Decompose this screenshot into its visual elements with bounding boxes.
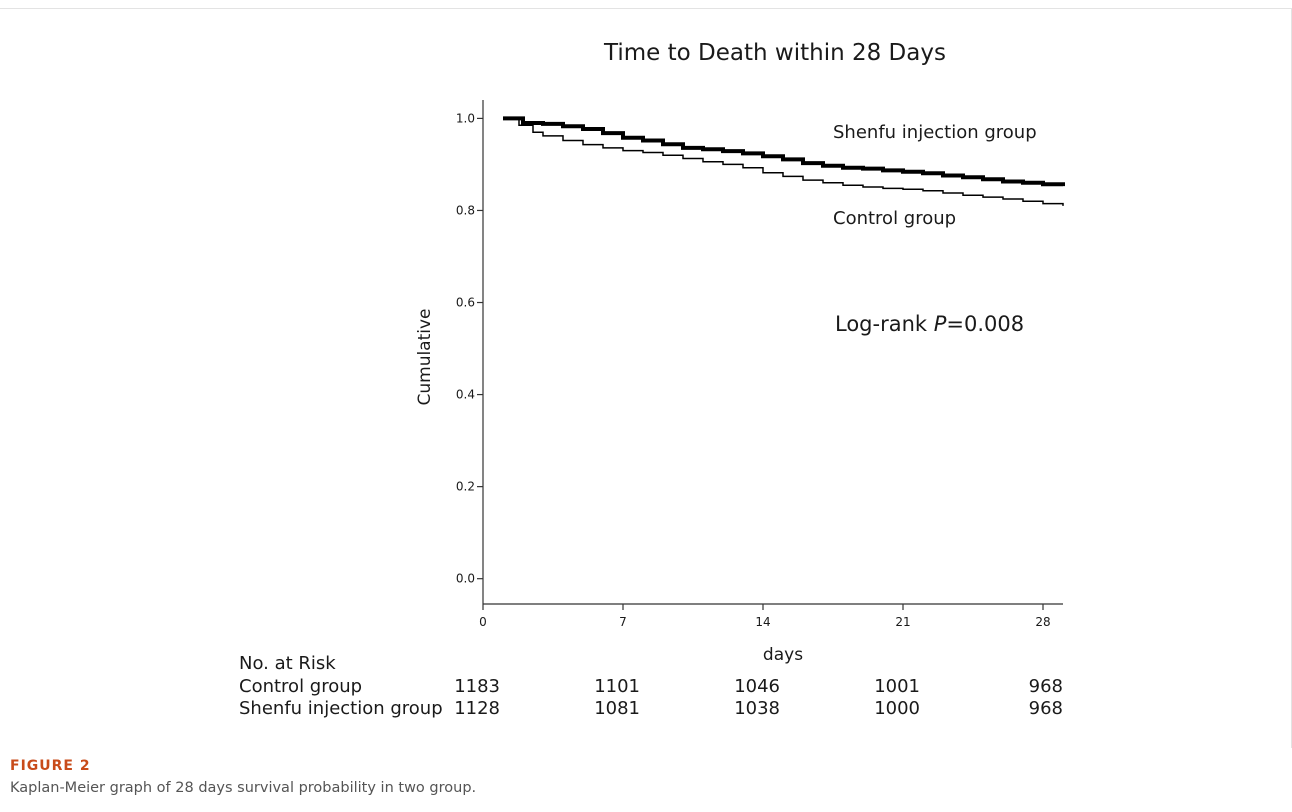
shenfu-injection-group-label: Shenfu injection group xyxy=(833,122,1037,143)
figure-caption: Kaplan-Meier graph of 28 days survival p… xyxy=(10,780,477,796)
x-tick-label: 0 xyxy=(479,615,487,629)
figure-label: FIGURE 2 xyxy=(10,758,91,774)
control-group-curve xyxy=(503,117,1064,206)
control-group-label: Control group xyxy=(833,208,956,229)
risk-value-shenfu-injection-group: 968 xyxy=(1029,698,1063,719)
series-labels: Shenfu injection group Control group xyxy=(833,122,1037,229)
survival-curves xyxy=(503,116,1065,206)
risk-value-control-group: 1101 xyxy=(594,676,640,697)
y-tick-label: 0.4 xyxy=(456,388,475,402)
risk-table-header: No. at Risk xyxy=(239,653,336,674)
y-tick-label: 1.0 xyxy=(456,111,475,125)
x-tick-label: 7 xyxy=(619,615,627,629)
risk-value-shenfu-injection-group: 1000 xyxy=(874,698,920,719)
x-axis: 0 7 14 21 28 xyxy=(479,603,1063,629)
risk-row-label-control-group: Control group xyxy=(239,676,362,697)
logrank-p-symbol: P xyxy=(934,312,947,336)
risk-value-shenfu-injection-group: 1038 xyxy=(734,698,780,719)
shenfu-injection-group-curve xyxy=(503,116,1065,187)
logrank-value: =0.008 xyxy=(946,312,1024,336)
logrank-prefix: Log-rank xyxy=(835,312,934,336)
x-tick-label: 21 xyxy=(895,615,910,629)
y-axis: 0.0 0.2 0.4 0.6 0.8 1.0 xyxy=(456,100,484,604)
x-tick-label: 28 xyxy=(1035,615,1050,629)
risk-value-control-group: 1046 xyxy=(734,676,780,697)
x-tick-label: 14 xyxy=(755,615,770,629)
risk-table: No. at Risk Control group 1183 1101 1046 100… xyxy=(239,653,1063,719)
risk-row-label-shenfu-injection-group: Shenfu injection group xyxy=(239,698,443,719)
chart-title: Time to Death within 28 Days xyxy=(603,40,946,66)
risk-value-control-group: 1183 xyxy=(454,676,500,697)
y-tick-label: 0.0 xyxy=(456,572,475,586)
y-tick-label: 0.2 xyxy=(456,480,475,494)
kaplan-meier-chart: Time to Death within 28 Days 0.00.20.40.… xyxy=(239,40,1065,719)
x-axis-label: days xyxy=(763,645,803,665)
logrank-annotation: Log-rank P=0.008 xyxy=(835,312,1024,336)
risk-value-shenfu-injection-group: 1081 xyxy=(594,698,640,719)
risk-value-control-group: 968 xyxy=(1029,676,1063,697)
y-tick-label: 0.6 xyxy=(456,296,475,310)
top-divider xyxy=(0,8,1292,9)
y-tick-label: 0.8 xyxy=(456,203,475,217)
risk-value-control-group: 1001 xyxy=(874,676,920,697)
risk-value-shenfu-injection-group: 1128 xyxy=(454,698,500,719)
y-axis-label: Cumulative xyxy=(415,308,435,405)
